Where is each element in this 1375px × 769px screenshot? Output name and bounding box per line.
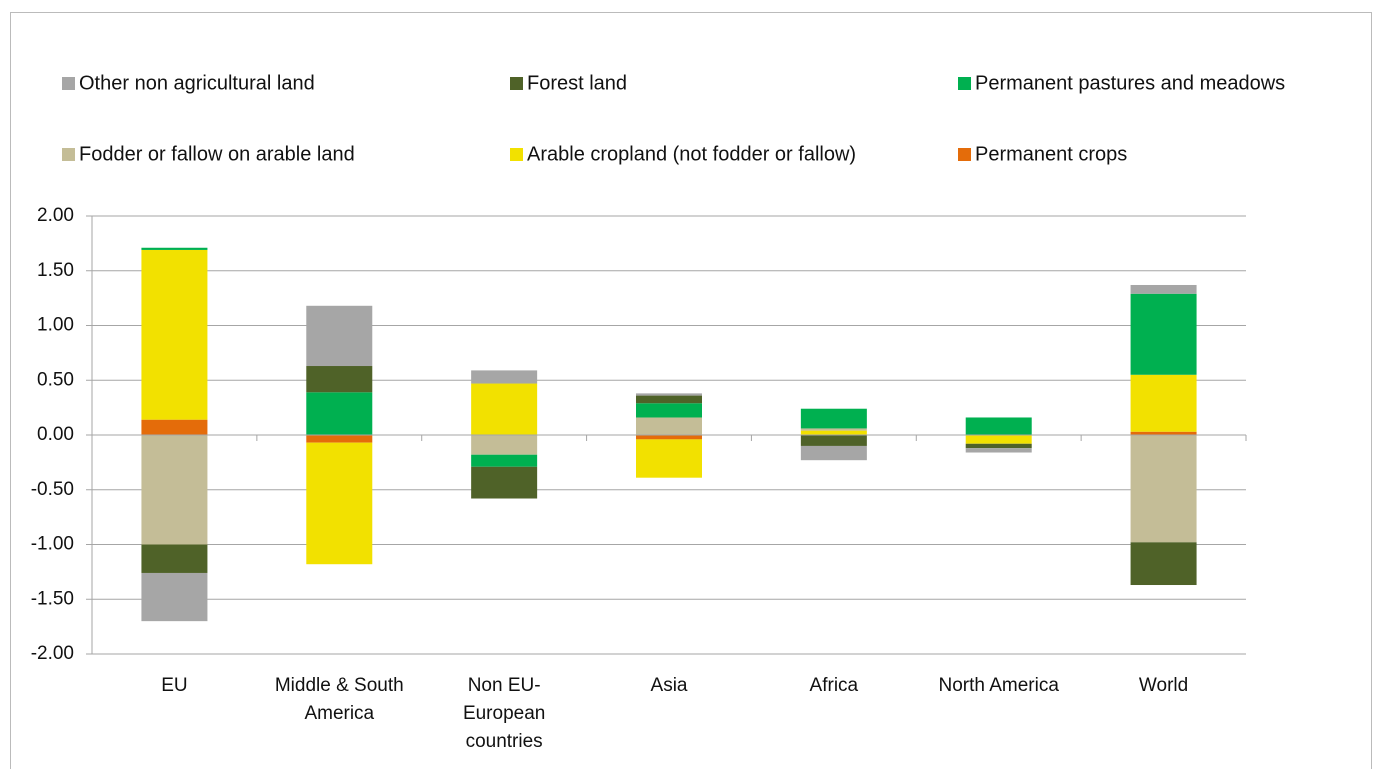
- legend-swatch: [958, 77, 971, 90]
- bar-segment: [471, 466, 538, 499]
- legend-label: Forest land: [527, 72, 627, 94]
- legend-swatch: [958, 148, 971, 161]
- legend-label: Permanent crops: [975, 143, 1127, 165]
- bar-segment: [636, 439, 702, 478]
- bar-segment: [800, 430, 867, 435]
- x-tick-label: World: [1138, 675, 1189, 696]
- bar-segment: [141, 247, 208, 250]
- bar-segment: [1130, 431, 1197, 435]
- bar-segment: [141, 572, 208, 622]
- bar-segment: [636, 435, 702, 440]
- bar-segment: [800, 445, 867, 461]
- bar-segment: [636, 403, 702, 418]
- bar-segment: [800, 428, 867, 431]
- chart-border: [10, 12, 1372, 769]
- bar-segment: [306, 442, 373, 565]
- legend-label: Other non agricultural land: [79, 72, 315, 94]
- legend-label: Fodder or fallow on arable land: [79, 143, 355, 165]
- bar-segment: [1130, 284, 1197, 294]
- bar-segment: [141, 419, 208, 435]
- bar-segment: [306, 366, 373, 393]
- y-tick-label: -1.00: [31, 534, 74, 555]
- bar-segment: [1130, 435, 1197, 543]
- bar-segment: [800, 435, 867, 446]
- bar-segment: [636, 393, 702, 396]
- y-tick-label: 2.00: [37, 205, 74, 226]
- bar-segment: [141, 435, 208, 545]
- bar-segment: [471, 435, 538, 455]
- bar-segment: [1130, 374, 1197, 432]
- bar-segment: [141, 544, 208, 573]
- legend-swatch: [510, 77, 523, 90]
- bar-segment: [965, 443, 1032, 449]
- bar-segment: [965, 417, 1032, 435]
- y-tick-label: -2.00: [31, 643, 74, 664]
- bar-segment: [471, 454, 538, 467]
- legend-swatch: [62, 77, 75, 90]
- bar-segment: [306, 305, 373, 367]
- bar-segment: [965, 435, 1032, 444]
- x-tick-label: Non EU-European countries: [462, 675, 546, 752]
- x-tick-label: EU: [161, 675, 188, 696]
- y-tick-label: -1.50: [31, 588, 74, 609]
- bar-segment: [636, 417, 702, 435]
- bar-segment: [1130, 293, 1197, 375]
- bar-segment: [1130, 542, 1197, 586]
- bar-segment: [141, 249, 208, 420]
- bar-segment: [471, 383, 538, 435]
- legend-label: Permanent pastures and meadows: [975, 72, 1285, 94]
- x-tick-label: North America: [938, 675, 1059, 696]
- y-tick-label: 0.50: [37, 369, 74, 390]
- y-tick-label: 1.50: [37, 260, 74, 281]
- legend-label: Arable cropland (not fodder or fallow): [527, 143, 856, 165]
- y-tick-label: 0.00: [37, 424, 74, 445]
- x-tick-label: Asia: [650, 675, 688, 696]
- bar-segment: [800, 408, 867, 429]
- x-tick-label: Middle & South America: [274, 675, 404, 724]
- x-tick-label: Africa: [809, 675, 859, 696]
- legend-swatch: [510, 148, 523, 161]
- bar-segment: [471, 370, 538, 384]
- y-tick-label: 1.00: [37, 315, 74, 336]
- y-tick-label: -0.50: [31, 479, 74, 500]
- bar-segment: [965, 448, 1032, 453]
- bar-segment: [306, 392, 373, 435]
- bar-segment: [636, 395, 702, 404]
- legend-swatch: [62, 148, 75, 161]
- bar-segment: [306, 435, 373, 443]
